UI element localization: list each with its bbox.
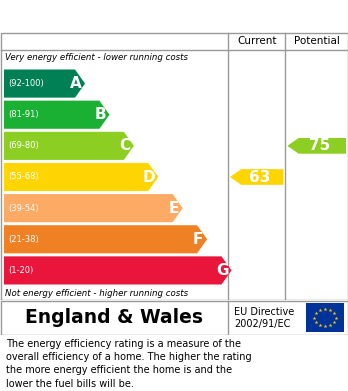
Text: B: B bbox=[95, 107, 106, 122]
Text: Very energy efficient - lower running costs: Very energy efficient - lower running co… bbox=[5, 54, 188, 63]
Polygon shape bbox=[4, 132, 134, 160]
Text: C: C bbox=[119, 138, 130, 153]
Polygon shape bbox=[287, 138, 346, 154]
Text: (81-91): (81-91) bbox=[8, 110, 39, 119]
Polygon shape bbox=[4, 70, 85, 98]
Polygon shape bbox=[4, 100, 109, 129]
Text: A: A bbox=[70, 76, 82, 91]
Text: F: F bbox=[193, 232, 203, 247]
Polygon shape bbox=[4, 194, 183, 222]
Text: The energy efficiency rating is a measure of the
overall efficiency of a home. T: The energy efficiency rating is a measur… bbox=[6, 339, 252, 389]
Text: (55-68): (55-68) bbox=[8, 172, 39, 181]
Polygon shape bbox=[4, 225, 207, 253]
Polygon shape bbox=[4, 256, 231, 285]
Text: E: E bbox=[168, 201, 179, 216]
Text: (39-54): (39-54) bbox=[8, 204, 39, 213]
Text: Potential: Potential bbox=[294, 36, 340, 46]
Text: (69-80): (69-80) bbox=[8, 142, 39, 151]
Text: (92-100): (92-100) bbox=[8, 79, 44, 88]
Text: Not energy efficient - higher running costs: Not energy efficient - higher running co… bbox=[5, 289, 188, 298]
Text: D: D bbox=[143, 170, 156, 185]
Text: England & Wales: England & Wales bbox=[25, 308, 203, 327]
Polygon shape bbox=[4, 163, 158, 191]
Bar bbox=[306, 303, 344, 332]
Text: EU Directive: EU Directive bbox=[234, 307, 294, 317]
Polygon shape bbox=[230, 169, 283, 185]
Text: 75: 75 bbox=[309, 138, 331, 153]
Text: 2002/91/EC: 2002/91/EC bbox=[234, 319, 290, 330]
Text: (1-20): (1-20) bbox=[8, 266, 33, 275]
Text: Current: Current bbox=[237, 36, 276, 46]
Text: 63: 63 bbox=[249, 170, 271, 185]
Text: G: G bbox=[216, 263, 229, 278]
Text: (21-38): (21-38) bbox=[8, 235, 39, 244]
Text: Energy Efficiency Rating: Energy Efficiency Rating bbox=[10, 7, 239, 25]
